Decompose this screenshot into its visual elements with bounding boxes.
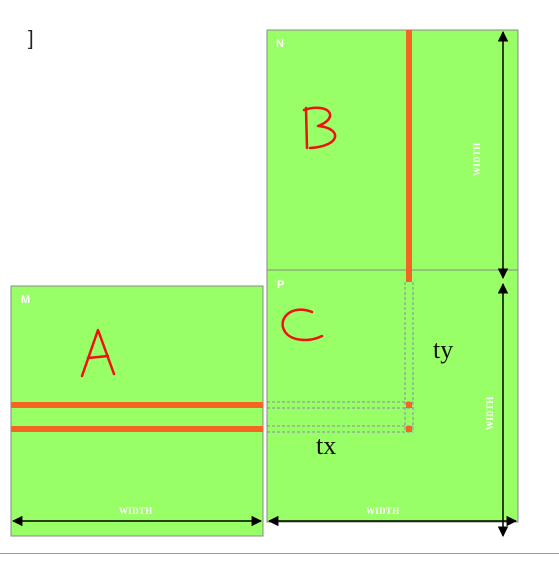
matrix-p-label: P [277,279,285,291]
tx-label: tx [316,431,337,460]
matrix-n [266,29,519,271]
matrix-m [10,285,264,537]
matrix-m-label: M [21,294,31,306]
bottom-divider [0,553,559,554]
handwritten-letter-a [80,328,116,378]
corner-bracket-glyph: ] [28,28,34,50]
matrix-p [266,269,519,523]
m-row-highlight-1 [11,402,263,408]
matrix-n-label: N [276,38,284,50]
handwritten-letter-c [281,308,324,342]
ty-label: ty [433,335,454,364]
handwritten-letter-b [302,106,337,150]
p-dashed-guides [267,282,414,433]
width-label-m: WIDTH [119,506,153,516]
width-label-p-vertical: WIDTH [485,396,495,430]
p-cell-1 [406,402,412,408]
width-label-p: WIDTH [366,506,400,516]
width-arrows [11,30,518,538]
m-row-highlight-2 [11,426,263,432]
width-label-n: WIDTH [472,142,482,176]
n-column-highlight [406,30,412,282]
p-cell-2 [406,426,412,432]
